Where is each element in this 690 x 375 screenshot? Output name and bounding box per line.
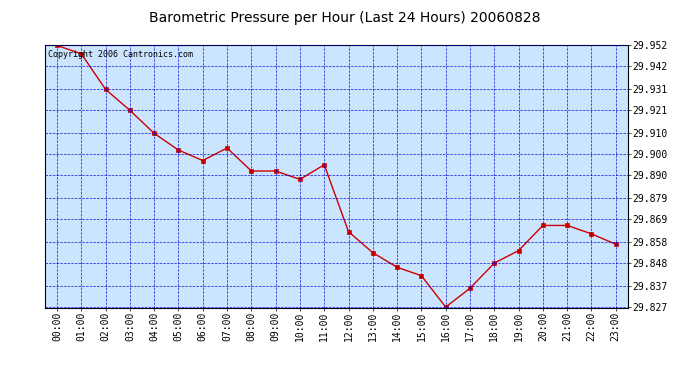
- Text: Barometric Pressure per Hour (Last 24 Hours) 20060828: Barometric Pressure per Hour (Last 24 Ho…: [149, 11, 541, 25]
- Text: Copyright 2006 Cantronics.com: Copyright 2006 Cantronics.com: [48, 50, 193, 59]
